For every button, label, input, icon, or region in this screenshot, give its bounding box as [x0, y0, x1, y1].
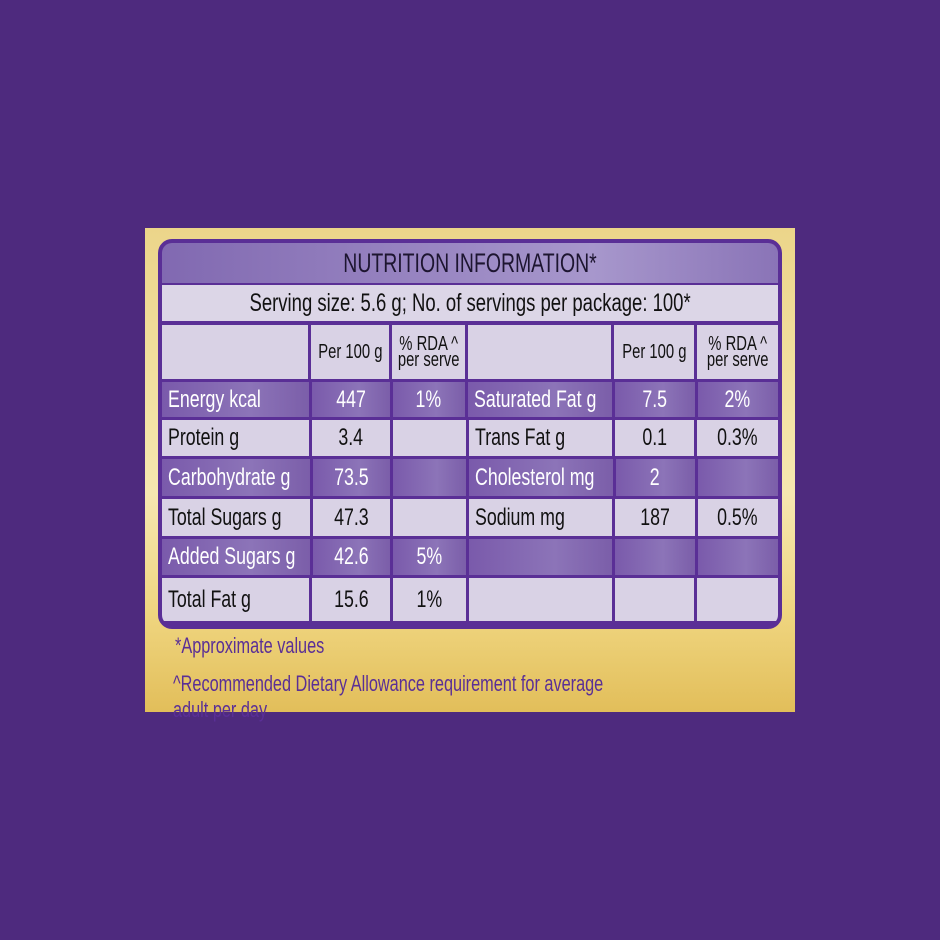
- footnote-approx: *Approximate values: [175, 633, 377, 659]
- per100-value-text: 3.4: [338, 424, 364, 451]
- header-rda: % RDA ^ per serve: [697, 325, 778, 379]
- header-line: % RDA ^: [708, 333, 767, 355]
- header-per100-text: Per 100 g: [318, 341, 383, 363]
- nutrient-name: Added Sugars g: [162, 539, 310, 575]
- rda-value-text: 0.5%: [717, 503, 759, 531]
- rda-value-text: 2%: [724, 385, 751, 413]
- per100-value-text: 447: [335, 385, 366, 413]
- table-row: Protein g 3.4 Trans Fat g 0.1 0.3%: [162, 420, 778, 456]
- table-row: Total Sugars g 47.3 Sodium mg 187 0.5%: [162, 499, 778, 536]
- nutrient-name-text: Carbohydrate g: [168, 463, 291, 491]
- per100-value: 187: [615, 499, 695, 536]
- per100-value-text: 2: [650, 463, 661, 491]
- nutrient-name-text: Total Sugars g: [168, 503, 282, 531]
- per100-value-text: 0.1: [642, 424, 667, 451]
- per100-value: [615, 539, 695, 575]
- per100-value-text: 187: [639, 503, 670, 531]
- nutrient-name-text: Sodium mg: [475, 503, 565, 531]
- table-row: Total Fat g 15.6 1%: [162, 578, 778, 621]
- header-blank: [162, 325, 309, 379]
- nutrient-name-text: Saturated Fat g: [474, 385, 597, 413]
- rda-value: [393, 499, 466, 536]
- header-line: per serve: [706, 349, 769, 371]
- title-text: NUTRITION INFORMATION*: [343, 247, 597, 278]
- nutrition-label: NUTRITION INFORMATION* Serving size: 5.6…: [145, 228, 795, 722]
- header-row: Per 100 g% RDA ^ per serve Per 100 g% RDA …: [162, 325, 778, 379]
- nutrient-name: Trans Fat g: [468, 420, 612, 456]
- footnote-rda: ^Recommended Dietary Allowance requireme…: [173, 671, 795, 723]
- nutrient-name: Total Fat g: [162, 578, 310, 621]
- nutrient-name-text: Energy kcal: [168, 385, 261, 413]
- table-title: NUTRITION INFORMATION*: [162, 243, 778, 283]
- nutrient-name-text: Total Fat g: [168, 585, 251, 613]
- nutrient-name-text: Trans Fat g: [474, 424, 565, 451]
- per100-value-text: 7.5: [642, 385, 668, 413]
- header-per100-text: Per 100 g: [621, 341, 687, 363]
- nutrient-name: Cholesterol mg: [468, 459, 613, 496]
- footnote-text: *Approximate values: [175, 633, 325, 658]
- rda-value: 1%: [392, 578, 466, 621]
- rda-value: 1%: [392, 382, 466, 417]
- rda-value: 2%: [697, 382, 778, 417]
- per100-value: 0.1: [614, 420, 695, 456]
- nutrient-name: [468, 578, 612, 621]
- nutrient-name: Total Sugars g: [162, 499, 310, 536]
- per100-value: 42.6: [313, 539, 391, 575]
- per100-value: [614, 578, 695, 621]
- per100-value: 447: [312, 382, 390, 417]
- nutrient-name: Protein g: [162, 420, 310, 456]
- header-rda-text: % RDA ^ per serve: [706, 333, 769, 371]
- table-row: Energy kcal 447 1% Saturated Fat g 7.5 2%: [162, 382, 778, 417]
- nutrient-name-text: Added Sugars g: [168, 543, 296, 570]
- rda-value: 0.3%: [697, 420, 778, 456]
- per100-value-text: 15.6: [333, 585, 369, 613]
- per100-value-text: 73.5: [334, 463, 369, 491]
- per100-value: 15.6: [312, 578, 390, 621]
- nutrient-name: Sodium mg: [469, 499, 613, 536]
- rda-value-text: 1%: [415, 385, 442, 413]
- per100-value: 73.5: [313, 459, 391, 496]
- rda-value: [697, 459, 778, 496]
- rda-value: [392, 420, 466, 456]
- table-row: Carbohydrate g 73.5 Cholesterol mg 2: [162, 459, 778, 496]
- nutrient-name: [469, 539, 613, 575]
- header-line: % RDA ^: [399, 333, 459, 355]
- table-row: Added Sugars g 42.6 5%: [162, 539, 778, 575]
- nutrient-name-text: Protein g: [168, 424, 240, 451]
- rda-value: 5%: [393, 539, 466, 575]
- header-rda: % RDA ^ per serve: [392, 325, 466, 379]
- rda-value: [697, 578, 778, 621]
- serving-text: Serving size: 5.6 g; No. of servings per…: [249, 288, 691, 317]
- rda-value-text: 1%: [416, 585, 443, 613]
- nutrition-table: NUTRITION INFORMATION* Serving size: 5.6…: [158, 239, 782, 629]
- nutrient-name-text: Cholesterol mg: [474, 463, 594, 491]
- per100-value: 47.3: [313, 499, 391, 536]
- rda-value: [697, 539, 778, 575]
- per100-value: 2: [615, 459, 695, 496]
- header-rda-text: % RDA ^ per serve: [398, 333, 460, 371]
- header-per100: Per 100 g: [614, 325, 694, 379]
- per100-value: 7.5: [615, 382, 695, 417]
- header-per100: Per 100 g: [311, 325, 390, 379]
- header-line: per serve: [398, 349, 460, 371]
- rda-value: [393, 459, 466, 496]
- per100-value-text: 47.3: [334, 503, 370, 531]
- per100-value-text: 42.6: [334, 543, 370, 570]
- nutrient-name: Carbohydrate g: [162, 459, 310, 496]
- rda-value: 0.5%: [697, 499, 778, 536]
- rda-value-text: 5%: [416, 543, 443, 570]
- per100-value: 3.4: [312, 420, 390, 456]
- rda-value-text: 0.3%: [717, 424, 758, 451]
- header-blank: [468, 325, 611, 379]
- serving-info: Serving size: 5.6 g; No. of servings per…: [162, 285, 778, 321]
- nutrient-name: Energy kcal: [162, 382, 310, 417]
- footnote-text: ^Recommended Dietary Allowance requireme…: [173, 671, 604, 722]
- nutrient-name: Saturated Fat g: [468, 382, 613, 417]
